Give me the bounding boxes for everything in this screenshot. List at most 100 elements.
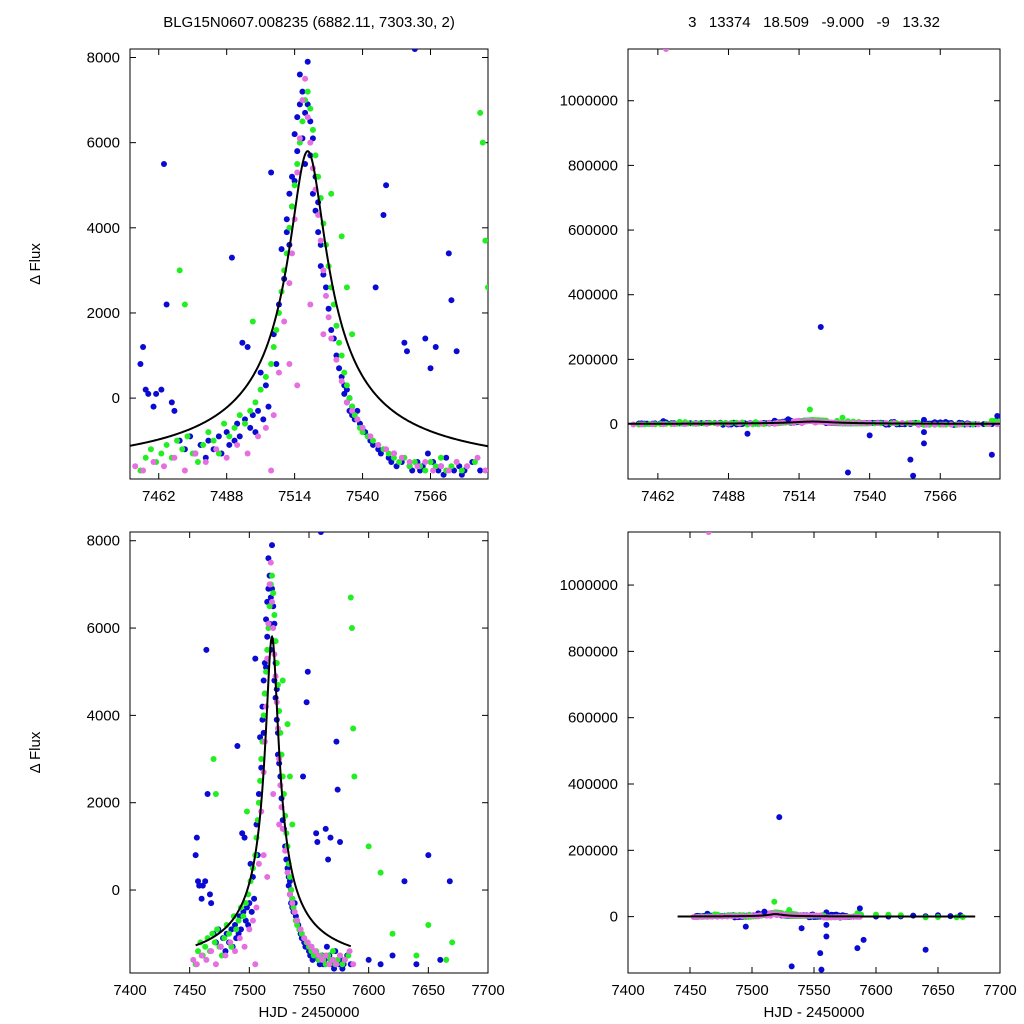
data-point-series_c — [311, 948, 318, 955]
data-point-series_a — [291, 131, 298, 138]
data-point-series_a — [237, 926, 244, 933]
data-point-series_b — [304, 88, 311, 95]
data-point-series_b — [427, 458, 434, 465]
data-point-series_a — [262, 382, 269, 389]
x-tick-label: 7488 — [712, 488, 745, 505]
data-point-series_a — [240, 908, 247, 915]
outlier-point-series_c — [705, 532, 712, 535]
data-point-series_b — [210, 437, 217, 444]
y-tick-label: 800000 — [568, 643, 618, 660]
x-tick-label: 7450 — [673, 982, 706, 999]
data-point-series_a — [202, 878, 209, 885]
data-point-series_b — [291, 182, 298, 189]
data-point-series_a — [647, 361, 653, 367]
data-point-series_a — [163, 301, 170, 308]
plot-frame — [627, 48, 1001, 480]
data-point-series_a — [269, 542, 276, 549]
x-tick-label: 7700 — [471, 982, 504, 999]
data-point-series_c — [383, 446, 390, 453]
data-point-series_a — [334, 786, 341, 793]
data-point-series_a — [425, 852, 432, 859]
data-point-series_c — [346, 948, 353, 955]
data-point-series_a — [413, 961, 420, 968]
data-point-series_b — [260, 712, 267, 719]
data-point-series_b — [339, 961, 346, 968]
data-point-series_a — [446, 878, 453, 885]
data-point-series_c — [315, 952, 322, 959]
data-point-series_c — [931, 421, 938, 428]
outlier-point-series_a — [823, 921, 830, 928]
x-tick-label: 7450 — [173, 982, 206, 999]
data-point-series_b — [226, 433, 233, 440]
data-point-series_a — [323, 943, 330, 950]
data-point-series_b — [328, 190, 335, 197]
outlier-point-series_a — [854, 945, 861, 952]
data-point-series_c — [213, 446, 220, 453]
data-point-series_b — [249, 318, 256, 325]
data-points — [132, 49, 705, 478]
data-point-series_a — [336, 365, 343, 372]
data-point-series_b — [286, 773, 293, 780]
y-tick-label: 600000 — [568, 710, 618, 727]
data-point-series_b — [264, 646, 271, 653]
data-point-series_b — [284, 721, 291, 728]
data-point-series_a — [248, 908, 255, 915]
data-point-series_a — [206, 891, 213, 898]
data-point-series_c — [322, 952, 329, 959]
data-point-series_b — [214, 926, 221, 933]
data-point-series_a — [228, 254, 235, 261]
data-point-series_c — [252, 961, 259, 968]
data-point-series_c — [150, 458, 157, 465]
data-point-series_b — [359, 429, 366, 436]
data-point-series_a — [453, 348, 460, 355]
data-point-series_c — [322, 292, 329, 299]
data-point-series_a — [140, 344, 147, 351]
data-point-series_b — [269, 572, 276, 579]
y-axis-label: Δ Flux — [27, 243, 44, 285]
data-point-series_c — [267, 559, 274, 566]
data-point-series_c — [315, 212, 322, 219]
data-point-series_b — [341, 369, 348, 376]
data-point-series_a — [377, 961, 384, 968]
data-point-series_c — [307, 139, 314, 146]
outlier-point-series_a — [818, 966, 825, 973]
data-point-series_b — [348, 625, 355, 632]
data-point-series_c — [286, 280, 293, 287]
data-point-series_a — [265, 403, 272, 410]
data-point-series_c — [302, 75, 309, 82]
data-point-series_b — [205, 429, 212, 436]
right-header-title: 3 13374 18.509 -9.000 -9 13.32 — [688, 14, 940, 31]
data-point-series_a — [192, 852, 199, 859]
data-point-series_b — [263, 668, 270, 675]
data-point-series_b — [443, 956, 450, 963]
data-point-series_b — [265, 625, 272, 632]
data-point-series_c — [181, 467, 188, 474]
data-point-series_b — [390, 454, 397, 461]
data-point-series_a — [204, 790, 211, 797]
data-point-series_c — [343, 399, 350, 406]
data-point-series_a — [542, 467, 548, 473]
data-point-series_c — [232, 948, 239, 955]
y-tick-label: 0 — [112, 882, 120, 899]
data-point-series_b — [195, 948, 202, 955]
model-curve — [677, 913, 976, 918]
data-point-series_b — [349, 403, 356, 410]
data-point-series_a — [621, 467, 627, 473]
data-point-series_b — [699, 446, 705, 452]
outlier-point-series_a — [798, 925, 805, 932]
data-point-series_a — [145, 390, 152, 397]
outlier-point-series_a — [1002, 444, 1008, 450]
y-tick-label: 600000 — [568, 222, 618, 239]
data-point-series_a — [171, 407, 178, 414]
data-point-series_b — [270, 344, 277, 351]
data-point-series_a — [260, 416, 267, 423]
y-tick-label: 1000000 — [560, 577, 618, 594]
data-point-series_c — [350, 961, 357, 968]
data-point-series_b — [231, 424, 238, 431]
y-tick-label: 200000 — [568, 351, 618, 368]
data-point-series_b — [449, 939, 456, 946]
data-point-series_b — [307, 105, 314, 112]
data-point-series_b — [147, 446, 154, 453]
data-point-series_a — [158, 386, 165, 393]
data-point-series_c — [217, 943, 224, 950]
